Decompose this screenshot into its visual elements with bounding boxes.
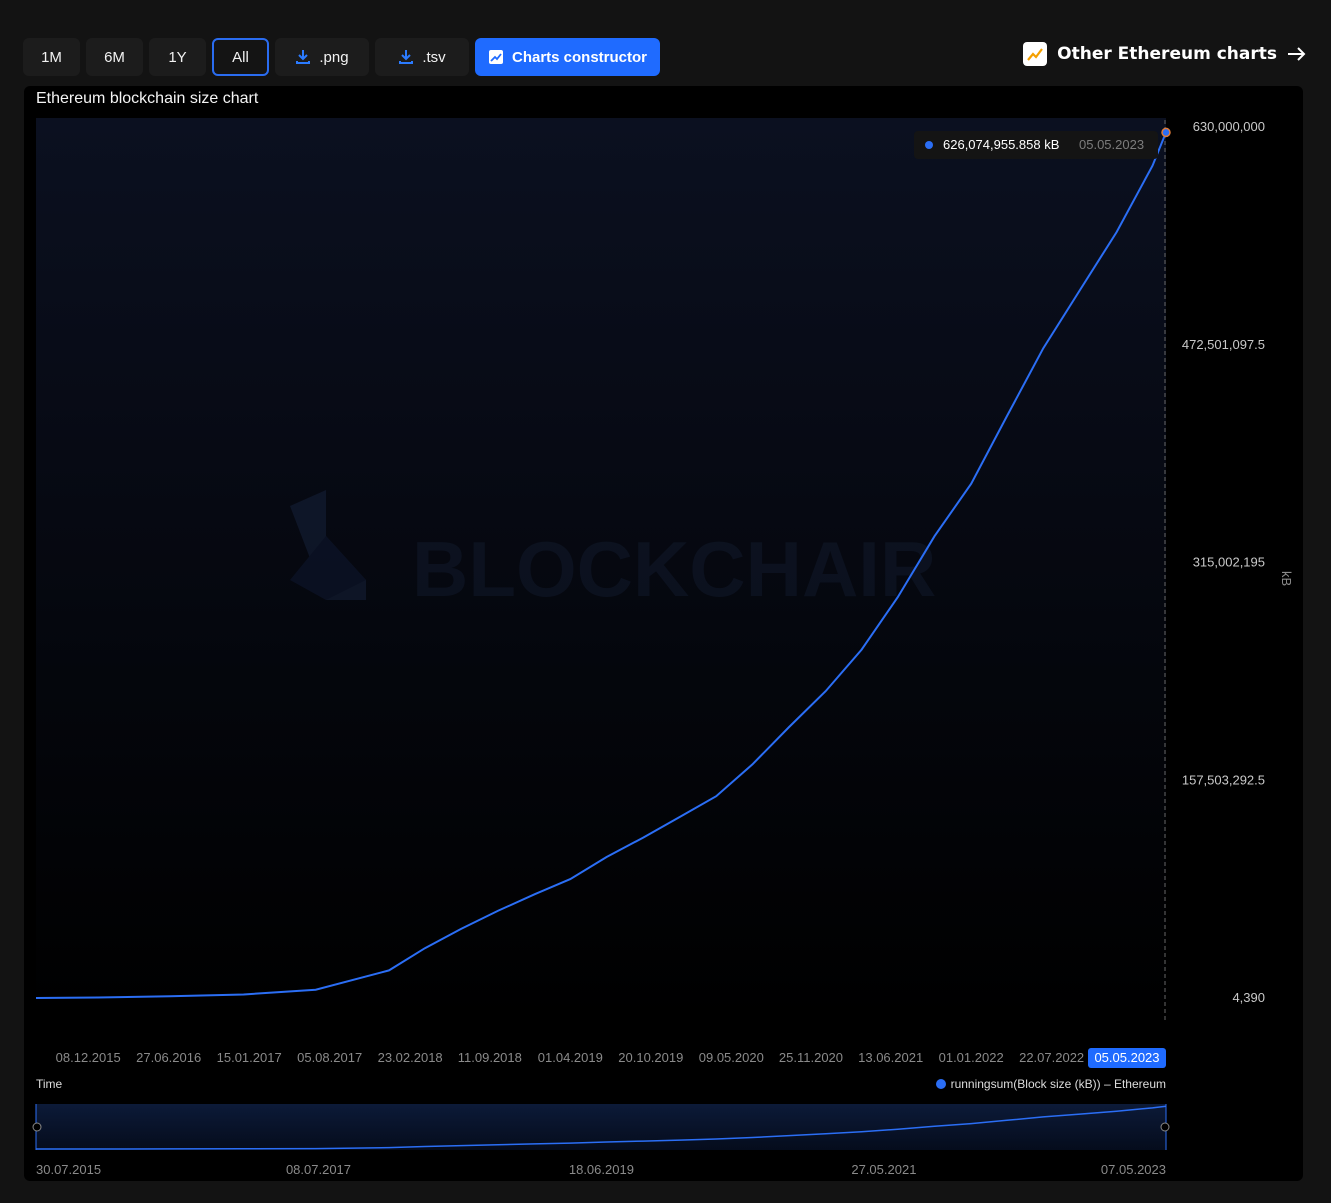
data-point-end [1161,127,1171,138]
watermark-text: BLOCKCHAIR [412,525,936,613]
chart-title: Ethereum blockchain size chart [36,90,259,107]
navigator-tick-label: 30.07.2015 [36,1162,101,1177]
x-tick-label: 27.06.2016 [136,1050,201,1065]
download-png-button[interactable]: .png [275,38,369,76]
navigator-tick-label: 07.05.2023 [1101,1162,1166,1177]
legend-label[interactable]: runningsum(Block size (kB)) – Ethereum [951,1077,1166,1091]
charts-constructor-button[interactable]: Charts constructor [475,38,660,76]
y-tick-label: 315,002,195 [1193,555,1265,570]
x-tick-label: 20.10.2019 [618,1050,683,1065]
x-tick-label: 01.04.2019 [538,1050,603,1065]
chart-icon [488,50,503,64]
trending-chart-icon [1023,42,1048,66]
range-6m-button[interactable]: 6M [86,38,143,76]
x-highlight-badge: 05.05.2023 [1088,1048,1166,1068]
navigator-line [36,1105,1167,1150]
chart-panel: Ethereum blockchain size chart BLOCKCHAI… [24,86,1303,1181]
download-tsv-label: .tsv [422,48,446,66]
x-tick-label: 23.02.2018 [378,1050,443,1065]
download-tsv-button[interactable]: .tsv [375,38,469,76]
x-tick-label: 25.11.2020 [779,1050,843,1065]
legend-marker [936,1079,946,1089]
tooltip-dot [925,141,933,149]
range-all-button[interactable]: All [212,38,269,76]
navigator-tick-label: 18.06.2019 [569,1162,634,1177]
arrow-right-icon [1288,47,1306,61]
download-icon [399,50,414,64]
x-tick-label: 22.07.2022 [1019,1050,1084,1065]
range-1y-button[interactable]: 1Y [149,38,206,76]
y-tick-label: 4,390 [1232,990,1265,1005]
y-tick-label: 630,000,000 [1193,119,1265,134]
x-tick-label: 11.09.2018 [458,1050,522,1065]
chart-svg: BLOCKCHAIR 630,000,000 472,501,097.5 315,0… [32,118,1294,1177]
navigator-tick-label: 08.07.2017 [286,1162,351,1177]
download-png-label: .png [319,48,349,66]
toolbar: 1M 6M 1Y All .png .tsv Charts constructo… [23,38,660,76]
watermark: BLOCKCHAIR [290,490,936,613]
navigator-tick-label: 27.05.2021 [851,1162,916,1177]
y-axis-label: kB [1279,571,1294,586]
tooltip-value: 626,074,955.858 kB [943,137,1059,152]
other-charts-label: Other Ethereum charts [1057,44,1277,64]
x-highlight-label: 05.05.2023 [1094,1050,1159,1065]
range-1m-button[interactable]: 1M [23,38,80,76]
x-axis-label: Time [36,1077,63,1091]
x-tick-label: 15.01.2017 [217,1050,282,1065]
navigator-left-handle[interactable] [32,1122,42,1132]
tooltip: 626,074,955.858 kB 05.05.2023 [914,131,1158,159]
tooltip-date: 05.05.2023 [1079,137,1144,152]
charts-constructor-label: Charts constructor [511,48,648,66]
other-charts-link[interactable]: Other Ethereum charts [1023,40,1307,68]
x-tick-label: 05.08.2017 [297,1050,362,1065]
x-tick-label: 08.12.2015 [56,1050,121,1065]
series-line [35,132,1167,999]
x-tick-label: 13.06.2021 [858,1050,923,1065]
plot-area [36,118,1166,1022]
y-tick-label: 472,501,097.5 [1182,337,1265,352]
x-tick-label: 01.01.2022 [939,1050,1004,1065]
y-tick-label: 157,503,292.5 [1182,772,1265,787]
x-tick-label: 09.05.2020 [699,1050,764,1065]
download-icon [296,50,311,64]
navigator-right-handle[interactable] [1160,1122,1170,1132]
navigator-area[interactable] [36,1104,1166,1150]
